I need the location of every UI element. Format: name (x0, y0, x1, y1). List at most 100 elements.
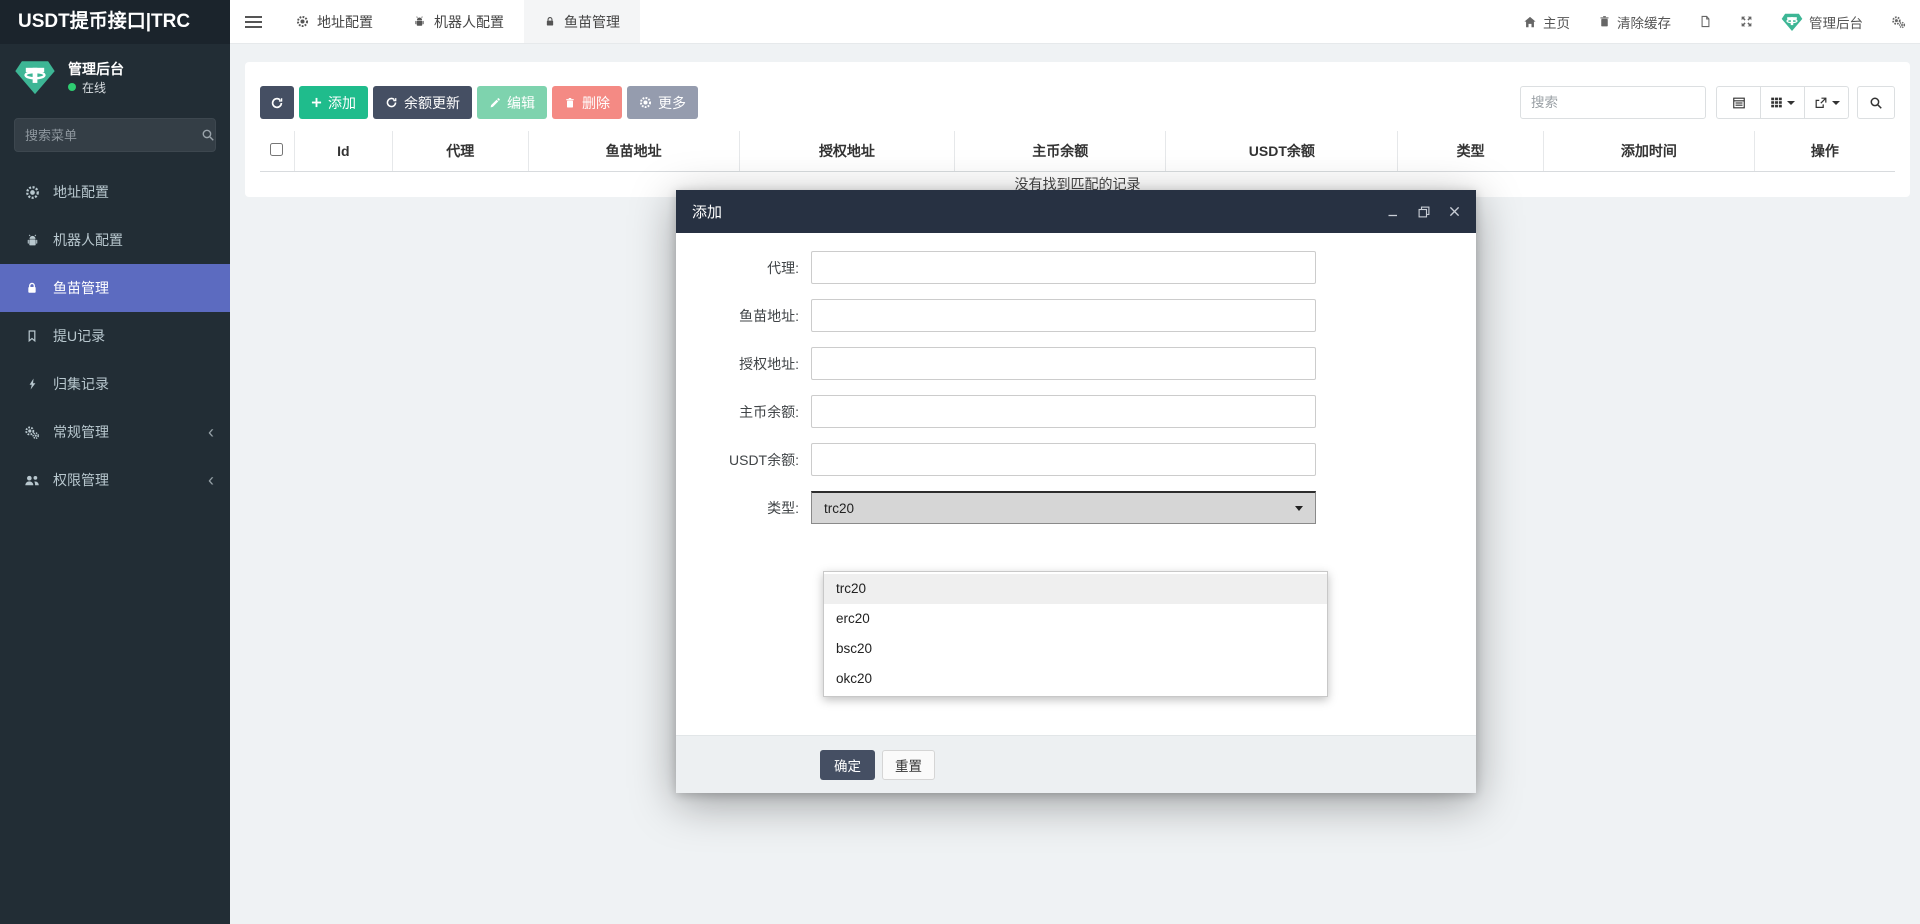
caret-down-icon (1787, 100, 1795, 105)
trash-icon (1598, 15, 1611, 28)
sidebar-item-withdraw-records[interactable]: 提U记录 (0, 312, 230, 360)
expand-icon (1740, 15, 1753, 28)
tab-fry-management[interactable]: 鱼苗管理 (524, 0, 640, 43)
robot-icon (413, 15, 426, 28)
type-select[interactable]: trc20 (811, 491, 1316, 524)
tether-logo-icon (14, 56, 56, 98)
dialog-body: 代理: 鱼苗地址: 授权地址: 主币余额: USDT余额: 类型: trc20 (676, 233, 1476, 735)
column-usdt-balance: USDT余额 (1165, 131, 1399, 172)
nav-tabs: 地址配置 机器人配置 鱼苗管理 (276, 0, 640, 43)
sidebar-search-input[interactable] (25, 127, 201, 143)
search-button[interactable] (1857, 86, 1895, 119)
fry-address-label: 鱼苗地址: (739, 307, 799, 324)
sidebar-toggle-button[interactable] (230, 0, 276, 43)
agent-label: 代理: (767, 259, 799, 276)
sidebar-item-collection-records[interactable]: 归集记录 (0, 360, 230, 408)
home-link[interactable]: 主页 (1509, 0, 1584, 43)
sidebar-item-fry-management[interactable]: 鱼苗管理 (0, 264, 230, 312)
tab-robot-config[interactable]: 机器人配置 (393, 0, 524, 43)
card-view-icon (1732, 96, 1746, 110)
column-operation: 操作 (1753, 131, 1895, 172)
sidebar: USDT提币接口|TRC 管理后台 在线 地址配置 机器人配置 鱼苗管理 (0, 0, 230, 924)
home-icon (1523, 15, 1537, 29)
option-okc20[interactable]: okc20 (836, 671, 873, 686)
sidebar-item-permission-management[interactable]: 权限管理 ‹ (0, 456, 230, 504)
sidebar-item-address-config[interactable]: 地址配置 (0, 168, 230, 216)
lock-icon (544, 15, 556, 28)
page-link[interactable] (1685, 0, 1726, 43)
auth-address-field[interactable] (811, 347, 1316, 380)
users-icon (22, 473, 42, 488)
reset-button[interactable]: 重置 (882, 749, 935, 780)
minimize-button[interactable] (1387, 206, 1399, 218)
sidebar-item-general-management[interactable]: 常规管理 ‹ (0, 408, 230, 456)
tab-address-config[interactable]: 地址配置 (276, 0, 393, 43)
column-main-balance: 主币余额 (954, 131, 1167, 172)
settings-link[interactable] (1877, 0, 1920, 43)
brand-title: USDT提币接口|TRC (0, 0, 230, 44)
toggle-view-button[interactable] (1716, 86, 1761, 119)
usdt-balance-field[interactable] (811, 443, 1316, 476)
maximize-button[interactable] (1418, 206, 1430, 218)
column-id: Id (293, 131, 393, 172)
search-icon (1869, 96, 1883, 110)
refresh-button[interactable] (260, 86, 294, 119)
caret-down-icon (1295, 505, 1303, 511)
caret-down-icon (1831, 100, 1840, 105)
sidebar-item-robot-config[interactable]: 机器人配置 (0, 216, 230, 264)
export-icon (1814, 96, 1828, 110)
main-balance-field[interactable] (811, 395, 1316, 428)
column-type: 类型 (1397, 131, 1544, 172)
column-add-time: 添加时间 (1542, 131, 1755, 172)
option-bsc20[interactable]: bsc20 (836, 641, 873, 656)
plus-icon (311, 97, 322, 108)
user-menu[interactable]: 管理后台 (1767, 0, 1877, 43)
auth-address-label: 授权地址: (739, 355, 799, 372)
empty-row: 没有找到匹配的记录 (260, 171, 1895, 197)
hamburger-icon (244, 15, 262, 28)
agent-field[interactable] (811, 251, 1316, 284)
sidebar-user-name: 管理后台 (68, 60, 124, 77)
usdt-balance-label: USDT余额: (729, 451, 799, 468)
table-search-input[interactable] (1520, 86, 1706, 119)
balance-update-button[interactable]: 余额更新 (373, 86, 472, 119)
edit-button[interactable]: 编辑 (477, 86, 547, 119)
online-dot-icon (68, 83, 76, 91)
dialog-title: 添加 (692, 204, 723, 221)
confirm-button[interactable]: 确定 (820, 749, 875, 780)
main-balance-label: 主币余额: (739, 403, 799, 420)
chevron-left-icon: ‹ (208, 470, 214, 490)
user-status: 在线 (68, 79, 124, 96)
lock-icon (22, 281, 42, 295)
tether-avatar-icon (1781, 11, 1803, 33)
gear-icon (296, 15, 309, 28)
close-icon[interactable] (1449, 206, 1460, 217)
option-trc20[interactable]: trc20 (824, 574, 1327, 604)
fullscreen-link[interactable] (1726, 0, 1767, 43)
table-panel: 添加 余额更新 编辑 删除 (245, 62, 1910, 197)
fry-address-field[interactable] (811, 299, 1316, 332)
trash-icon (564, 97, 576, 109)
delete-button[interactable]: 删除 (552, 86, 622, 119)
clear-cache-link[interactable]: 清除缓存 (1584, 0, 1685, 43)
table-header-row: Id 代理 鱼苗地址 授权地址 主币余额 USDT余额 类型 添加时间 操作 (260, 131, 1895, 172)
nav-right: 主页 清除缓存 管理后台 (1509, 0, 1920, 43)
toolbar: 添加 余额更新 编辑 删除 (260, 86, 1895, 119)
select-all-checkbox[interactable] (270, 142, 284, 156)
type-label: 类型: (767, 499, 799, 516)
add-button[interactable]: 添加 (299, 86, 368, 119)
pencil-icon (489, 97, 501, 109)
columns-button[interactable] (1760, 86, 1805, 119)
dialog-header[interactable]: 添加 (676, 190, 1476, 233)
gear-icon (22, 185, 42, 200)
more-button[interactable]: 更多 (627, 86, 698, 119)
option-erc20[interactable]: erc20 (836, 611, 870, 626)
cogs-icon (1891, 15, 1906, 29)
type-select-dropdown: trc20 erc20 bsc20 okc20 (823, 571, 1328, 697)
sidebar-menu: 地址配置 机器人配置 鱼苗管理 提U记录 归集记录 常规管理 ‹ 权限管理 ‹ (0, 168, 230, 504)
table-view-group (1716, 86, 1849, 119)
export-button[interactable] (1804, 86, 1849, 119)
chevron-left-icon: ‹ (208, 422, 214, 442)
cogs-icon (22, 425, 42, 440)
search-icon[interactable] (201, 128, 215, 142)
